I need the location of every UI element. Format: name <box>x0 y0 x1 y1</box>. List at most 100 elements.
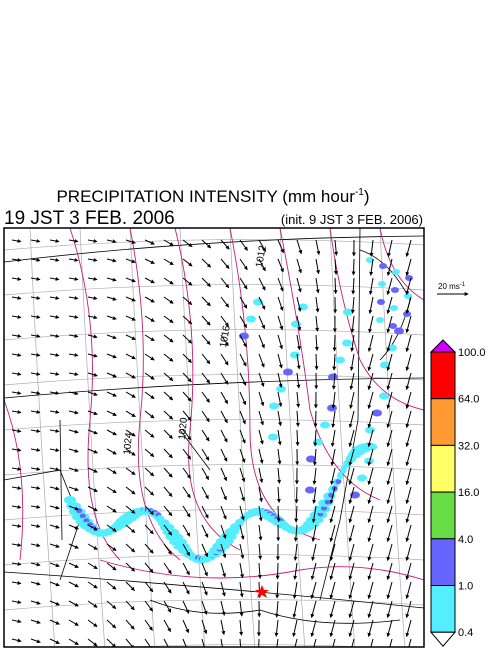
title-exponent: -1 <box>355 187 364 198</box>
wind-arrow <box>220 391 228 405</box>
location-star <box>255 585 269 598</box>
wind-arrow <box>106 372 117 378</box>
wind-arrow <box>49 619 60 625</box>
wind-arrow <box>348 467 355 486</box>
colorbar-box <box>430 491 456 540</box>
wind-arrow <box>125 600 135 611</box>
wind-arrow <box>201 429 210 442</box>
wind-arrow <box>30 353 41 357</box>
wind-arrow <box>315 239 321 256</box>
rain-cell <box>320 421 330 429</box>
wind-arrow <box>163 600 172 613</box>
colorbar-box <box>430 351 456 400</box>
wind-arrow <box>277 391 283 408</box>
wind-arrow <box>367 543 374 562</box>
wind-arrow <box>30 467 41 471</box>
wind-arrow <box>11 334 22 338</box>
wind-arrow <box>258 467 264 484</box>
wind-arrow <box>11 524 22 528</box>
wind-arrow <box>367 562 374 581</box>
wind-arrow <box>49 486 60 491</box>
wind-arrow <box>239 619 244 636</box>
meridian <box>279 228 306 647</box>
wind-arrow <box>368 296 374 315</box>
rain-cell <box>365 426 375 434</box>
wind-arrow <box>182 429 192 441</box>
isobar-label: 1024 <box>122 432 135 456</box>
wind-arrow <box>386 524 393 543</box>
wind-arrow <box>182 505 191 518</box>
wind-arrow <box>49 581 60 587</box>
meridian <box>229 228 256 647</box>
wind-arrow <box>348 619 355 638</box>
reference-exponent: -1 <box>460 282 466 288</box>
wind-arrow <box>386 429 393 448</box>
wind-arrow <box>68 296 79 300</box>
wind-arrow <box>332 638 336 647</box>
wind-arrow <box>220 429 228 443</box>
wind-arrow <box>220 315 229 327</box>
wind-arrow <box>49 524 60 529</box>
wind-arrow <box>294 486 299 504</box>
wind-arrow <box>367 505 374 524</box>
wind-arrow <box>182 619 190 634</box>
wind-arrow <box>367 448 374 467</box>
wind-arrow <box>201 296 211 307</box>
rain-cell <box>376 317 384 323</box>
wind-arrow <box>144 372 155 380</box>
wind-arrow <box>182 486 191 499</box>
title-text: PRECIPITATION INTENSITY (mm hour <box>56 187 355 206</box>
wind-arrow <box>405 543 412 562</box>
rain-cell <box>392 269 400 275</box>
wind-arrow <box>49 296 60 300</box>
wind-arrow <box>87 391 98 396</box>
wind-arrow <box>144 429 155 438</box>
wind-arrow <box>49 638 60 644</box>
colorbar-box <box>430 398 456 446</box>
wind-arrow <box>11 562 22 566</box>
wind-arrow <box>239 315 247 329</box>
wind-arrow <box>163 239 174 246</box>
wind-arrow <box>258 315 266 330</box>
meridian <box>129 228 156 647</box>
wind-arrow <box>125 258 136 264</box>
wind-arrow <box>405 334 412 353</box>
wind-arrow <box>296 277 302 293</box>
wind-arrow <box>314 353 319 371</box>
wind-arrow <box>277 334 283 350</box>
wind-arrow <box>49 543 60 548</box>
wind-arrow <box>68 429 79 434</box>
wind-arrow <box>258 353 265 368</box>
wind-arrow <box>30 448 41 452</box>
wind-arrow <box>163 467 173 478</box>
wind-arrow <box>277 429 282 446</box>
wind-arrow <box>144 486 155 496</box>
wind-arrow <box>239 562 244 579</box>
parallel <box>4 374 424 386</box>
wind-arrow <box>30 429 41 433</box>
wind-arrow <box>49 239 60 243</box>
wind-arrow <box>329 581 336 600</box>
wind-arrow <box>386 334 393 353</box>
wind-arrow <box>277 258 284 273</box>
wind-arrow <box>106 296 117 301</box>
wind-arrow <box>258 258 266 272</box>
rain-cell <box>366 257 374 263</box>
map-background <box>4 228 424 647</box>
wind-arrow <box>349 353 355 371</box>
wind-arrow <box>295 429 300 447</box>
colorbar-top <box>429 339 457 353</box>
wind-arrow <box>49 448 60 453</box>
wind-arrow <box>182 334 193 344</box>
wind-arrow <box>163 296 174 304</box>
wind-arrow <box>277 448 282 465</box>
rain-cell <box>321 505 327 511</box>
wind-arrow <box>87 239 98 243</box>
colorbar: 100.0 64.0 32.0 16.0 4.0 1.0 0.4 <box>429 339 486 647</box>
wind-arrow <box>292 581 298 599</box>
map-frame <box>3 227 425 648</box>
reference-label: 20 ms-1 <box>438 282 466 291</box>
wind-arrow <box>11 638 22 643</box>
wind-arrow <box>315 315 320 332</box>
wind-arrow <box>367 391 374 410</box>
